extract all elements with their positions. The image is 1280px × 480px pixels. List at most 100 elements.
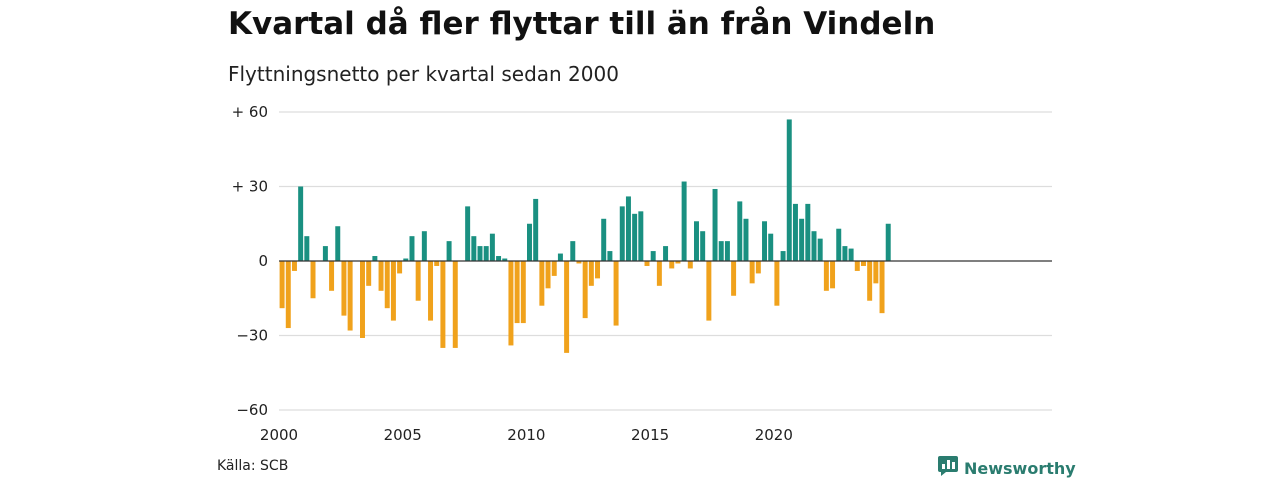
bar [675, 261, 681, 264]
bar [817, 238, 823, 261]
bar [322, 246, 328, 261]
bar [366, 261, 372, 286]
bar [545, 261, 551, 289]
bar [632, 213, 638, 261]
bar [842, 246, 848, 261]
bar [527, 223, 532, 261]
bar [873, 261, 879, 284]
bar [638, 211, 644, 261]
bar [706, 261, 712, 321]
bar [508, 261, 514, 346]
bar [619, 206, 625, 261]
bar [279, 261, 285, 309]
bar [792, 203, 798, 261]
bar [885, 223, 891, 261]
bar [774, 261, 780, 306]
bar [329, 261, 335, 291]
bar [607, 251, 613, 261]
bar [681, 181, 687, 261]
bar [687, 261, 693, 269]
grid-lines [279, 111, 1052, 411]
chart-subtitle: Flyttningsnetto per kvartal sedan 2000 [228, 62, 619, 86]
bar [384, 261, 390, 309]
bar [694, 221, 699, 261]
bar [502, 258, 508, 261]
bar [557, 253, 563, 261]
bars [279, 119, 891, 353]
bar [731, 261, 737, 296]
x-tick-label: 2015 [631, 426, 669, 444]
bar [836, 228, 842, 261]
y-tick-label: + 60 [232, 103, 268, 121]
bar [762, 221, 768, 261]
axes: + 60 + 30 0 −30 −60 2000 2005 2010 2015 2020 [232, 103, 1052, 444]
bar [830, 261, 836, 289]
source-note: Källa: SCB [217, 458, 289, 474]
bar [415, 261, 421, 301]
bar [768, 233, 774, 261]
bar [811, 231, 817, 261]
bar [613, 261, 619, 326]
bar [669, 261, 675, 269]
bar [360, 261, 365, 338]
bar [341, 261, 347, 316]
bar [291, 261, 297, 271]
bar [737, 201, 743, 261]
bar [483, 246, 489, 261]
bar [533, 198, 539, 261]
x-tick-label: 2005 [384, 426, 422, 444]
bar [372, 256, 378, 261]
bar [601, 218, 607, 261]
bar [724, 241, 730, 261]
bar [496, 256, 502, 261]
bar [403, 258, 409, 261]
x-tick-label: 2020 [755, 426, 793, 444]
bar [551, 261, 557, 276]
bar [390, 261, 396, 321]
bar [570, 241, 576, 261]
bar [749, 261, 755, 284]
bar [860, 261, 866, 266]
bar [786, 119, 792, 261]
newsworthy-logo[interactable]: Newsworthy [938, 456, 1076, 480]
bar-chart: + 60 + 30 0 −30 −60 2000 2005 2010 2015 2020 [232, 103, 1052, 444]
bar [755, 261, 761, 274]
x-tick-label: 2010 [507, 426, 545, 444]
bar [409, 236, 415, 261]
x-tick-label: 2000 [260, 426, 298, 444]
bar [805, 203, 811, 261]
bar [465, 206, 471, 261]
bar [520, 261, 526, 324]
bar [799, 218, 805, 261]
bar [440, 261, 446, 348]
bar [471, 236, 477, 261]
bar [848, 248, 854, 261]
bar [780, 251, 786, 261]
bar [446, 241, 452, 261]
bar [285, 261, 291, 329]
bar [576, 261, 582, 264]
bar [298, 186, 304, 261]
bar [854, 261, 860, 271]
bar [712, 188, 718, 261]
bar [644, 261, 650, 266]
bar [879, 261, 885, 314]
bar [489, 233, 495, 261]
bar [397, 261, 403, 274]
bar [378, 261, 384, 291]
bar [595, 261, 601, 279]
bar [564, 261, 570, 353]
bar [304, 236, 310, 261]
y-tick-label: −30 [236, 327, 268, 345]
bar [514, 261, 520, 324]
newsworthy-icon [938, 456, 958, 480]
bar [335, 226, 341, 261]
bar [823, 261, 829, 291]
bar [743, 218, 749, 261]
bar [867, 261, 873, 301]
y-tick-label: 0 [258, 252, 268, 270]
bar [428, 261, 434, 321]
bar [650, 251, 656, 261]
bar [452, 261, 458, 348]
bar [625, 196, 631, 261]
